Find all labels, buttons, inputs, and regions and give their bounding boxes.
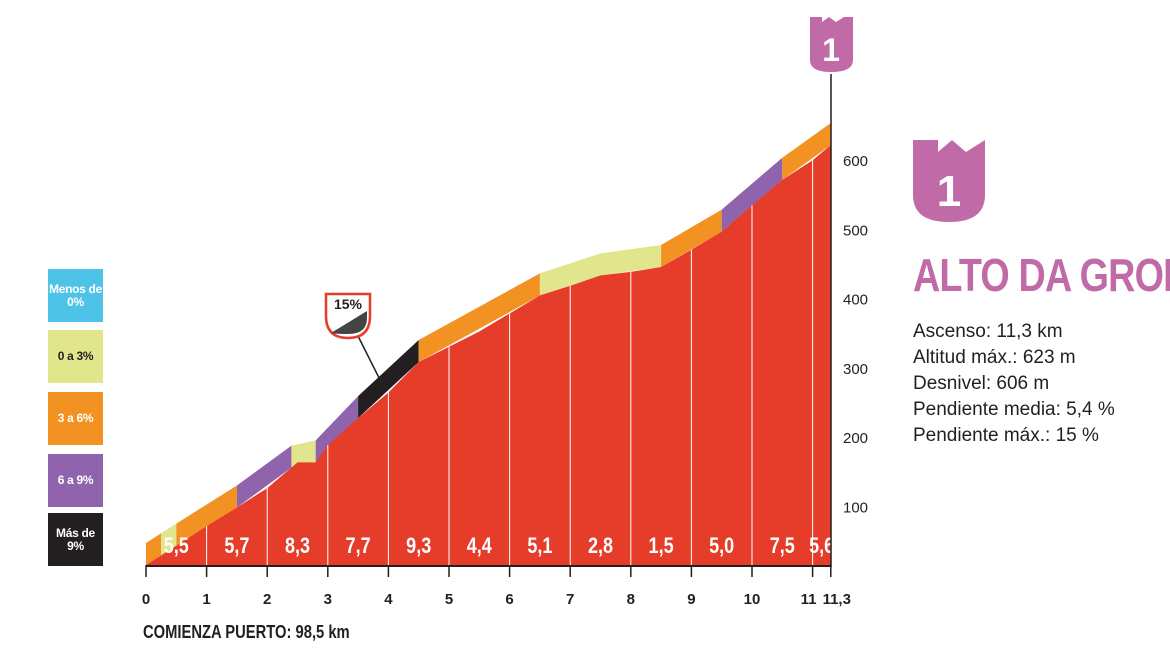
y-tick-labels: 100 200 300 400 500 600 bbox=[843, 153, 868, 517]
legend-item-label: 0 a 3% bbox=[57, 349, 94, 363]
x-tick-label: 1 bbox=[202, 591, 210, 608]
km-gradient-labels: 5,5 5,7 8,3 7,7 9,3 4,4 5,1 2,8 1,5 5,0 7,5 5,6 bbox=[164, 534, 834, 558]
y-tick-label: 600 bbox=[843, 153, 868, 170]
gradient-segment-9 bbox=[600, 245, 662, 276]
km-gradient-label: 1,5 bbox=[649, 534, 674, 558]
x-tick-label: 10 bbox=[744, 591, 761, 608]
km-gradient-label: 9,3 bbox=[406, 534, 431, 558]
y-tick-label: 300 bbox=[843, 361, 868, 378]
stat-average-gradient: Pendiente media: 5,4 % bbox=[913, 399, 1115, 420]
x-tick-label: 6 bbox=[505, 591, 513, 608]
stat-max-gradient: Pendiente máx.: 15 % bbox=[913, 425, 1099, 446]
km-gradient-label: 5,7 bbox=[224, 534, 249, 558]
km-gradient-label: 7,5 bbox=[770, 534, 795, 558]
y-tick-label: 100 bbox=[843, 499, 868, 516]
gradient-segment-6 bbox=[358, 339, 419, 419]
legend-item: Más de 9% bbox=[48, 513, 103, 566]
gradient-segment-12 bbox=[782, 123, 831, 180]
km-gradient-label: 2,8 bbox=[588, 534, 613, 558]
annotation-label: 15% bbox=[334, 296, 363, 312]
climb-title: ALTO DA GROBA bbox=[913, 249, 1170, 301]
stat-max-altitude: Altitud máx.: 623 m bbox=[913, 347, 1076, 368]
x-tick-label: 11 bbox=[801, 591, 817, 608]
stat-ascent: Ascenso: 11,3 km bbox=[913, 321, 1063, 342]
km-divider-lines bbox=[206, 160, 814, 565]
gradient-segment-3 bbox=[236, 445, 292, 508]
x-tick-label: 5 bbox=[445, 591, 453, 608]
x-tick-label: 9 bbox=[687, 591, 695, 608]
legend-item-label: Más de 9% bbox=[56, 525, 95, 553]
x-tick-label: 11,3 bbox=[823, 591, 851, 608]
legend-item-label: 3 a 6% bbox=[57, 411, 94, 425]
gradient-segment-2 bbox=[176, 485, 237, 546]
annotation-leader-line bbox=[356, 333, 384, 385]
legend-item: 3 a 6% bbox=[48, 392, 103, 445]
stat-elevation-gain: Desnivel: 606 m bbox=[913, 373, 1050, 394]
x-tick-label: 2 bbox=[263, 591, 271, 608]
gradient-segment-1 bbox=[161, 523, 177, 556]
gradient-segment-0 bbox=[146, 533, 162, 565]
gradient-segment-4 bbox=[291, 440, 316, 468]
summit-category-number: 1 bbox=[822, 32, 840, 68]
km-gradient-label: 5,5 bbox=[164, 534, 189, 558]
legend-item: 0 a 3% bbox=[48, 330, 103, 383]
summit-category-badge: 1 bbox=[810, 17, 853, 72]
gradient-segment-10 bbox=[661, 209, 722, 268]
x-tick-label: 8 bbox=[627, 591, 635, 608]
climb-start-label: COMIENZA PUERTO: 98,5 km bbox=[143, 622, 350, 642]
legend-item: 6 a 9% bbox=[48, 454, 103, 507]
km-gradient-label: 8,3 bbox=[285, 534, 310, 558]
gradient-bands bbox=[146, 123, 831, 565]
x-tick-label: 3 bbox=[324, 591, 332, 608]
y-tick-label: 200 bbox=[843, 430, 868, 447]
x-tick-labels: 0 1 2 3 4 5 6 7 8 9 10 11 11,3 bbox=[142, 591, 851, 608]
km-gradient-label: 5,1 bbox=[527, 534, 552, 558]
annotation-slope-icon bbox=[331, 311, 367, 334]
legend-item: Menos de 0% bbox=[48, 269, 103, 322]
profile-area bbox=[146, 145, 831, 566]
climb-stats: Ascenso: 11,3 km Altitud máx.: 623 m Des… bbox=[913, 319, 1115, 449]
km-gradient-label: 4,4 bbox=[467, 534, 493, 558]
gradient-segment-8 bbox=[539, 253, 601, 296]
legend-item-label: Menos de 0% bbox=[49, 281, 102, 309]
category-badge: 1 bbox=[913, 140, 985, 222]
y-tick-label: 500 bbox=[843, 222, 868, 239]
x-tick-label: 0 bbox=[142, 591, 150, 608]
gradient-segment-5 bbox=[315, 396, 359, 463]
max-gradient-annotation: 15% bbox=[324, 292, 384, 385]
km-gradient-label: 5,0 bbox=[709, 534, 734, 558]
category-number: 1 bbox=[937, 167, 961, 216]
km-gradient-label: 7,7 bbox=[346, 534, 371, 558]
gradient-segment-7 bbox=[418, 273, 540, 362]
legend-item-label: 6 a 9% bbox=[57, 473, 94, 487]
km-gradient-label: 5,6 bbox=[809, 534, 834, 558]
y-tick-label: 400 bbox=[843, 292, 868, 309]
gradient-segment-11 bbox=[721, 157, 783, 232]
x-tick-label: 7 bbox=[566, 591, 574, 608]
x-tick-label: 4 bbox=[384, 591, 393, 608]
axes bbox=[145, 74, 832, 577]
